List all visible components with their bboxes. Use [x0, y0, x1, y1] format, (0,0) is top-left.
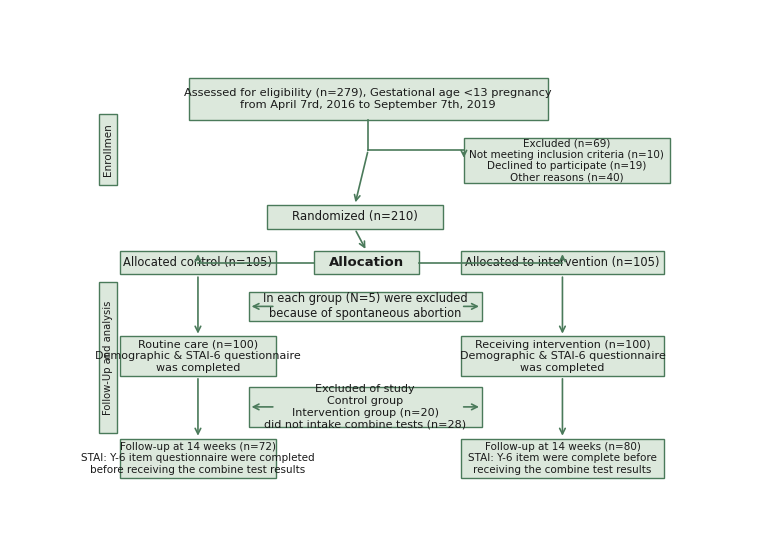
FancyBboxPatch shape: [267, 205, 443, 229]
FancyBboxPatch shape: [461, 336, 664, 376]
FancyBboxPatch shape: [99, 282, 116, 432]
Text: Assessed for eligibility (n=279), Gestational age <13 pregnancy
from April 7rd, : Assessed for eligibility (n=279), Gestat…: [184, 88, 552, 110]
FancyBboxPatch shape: [461, 251, 664, 274]
FancyBboxPatch shape: [120, 251, 276, 274]
Text: Receiving intervention (n=100)
Demographic & STAI-6 questionnaire
was completed: Receiving intervention (n=100) Demograph…: [460, 340, 665, 373]
Text: Allocated control (n=105): Allocated control (n=105): [123, 256, 272, 269]
Text: Excluded of study
Control group
Intervention group (n=20)
did not intake combine: Excluded of study Control group Interven…: [264, 385, 466, 430]
Text: Randomized (n=210): Randomized (n=210): [292, 210, 418, 224]
Text: Excluded (n=69)
Not meeting inclusion criteria (n=10)
Declined to participate (n: Excluded (n=69) Not meeting inclusion cr…: [470, 138, 665, 183]
FancyBboxPatch shape: [189, 78, 547, 120]
Text: Follow-up at 14 weeks (n=80)
STAI: Y-6 item were complete before
receiving the c: Follow-up at 14 weeks (n=80) STAI: Y-6 i…: [468, 442, 657, 475]
Text: Routine care (n=100)
Demographic & STAI-6 questionnaire
was completed: Routine care (n=100) Demographic & STAI-…: [95, 340, 301, 373]
FancyBboxPatch shape: [461, 438, 664, 478]
Text: Follow-up at 14 weeks (n=72)
STAI: Y-6 item questionnaire were completed
before : Follow-up at 14 weeks (n=72) STAI: Y-6 i…: [81, 442, 315, 475]
FancyBboxPatch shape: [249, 292, 482, 321]
Text: Allocated to intervention (n=105): Allocated to intervention (n=105): [465, 256, 660, 269]
FancyBboxPatch shape: [464, 138, 670, 183]
Text: Follow-Up and analysis: Follow-Up and analysis: [103, 300, 113, 415]
FancyBboxPatch shape: [120, 336, 276, 376]
FancyBboxPatch shape: [99, 114, 116, 185]
Text: In each group (N=5) were excluded
because of spontaneous abortion: In each group (N=5) were excluded becaus…: [263, 292, 467, 320]
FancyBboxPatch shape: [120, 438, 276, 478]
FancyBboxPatch shape: [315, 251, 419, 274]
FancyBboxPatch shape: [249, 387, 482, 427]
Text: Enrollmen: Enrollmen: [103, 123, 113, 176]
Text: Allocation: Allocation: [329, 256, 404, 269]
